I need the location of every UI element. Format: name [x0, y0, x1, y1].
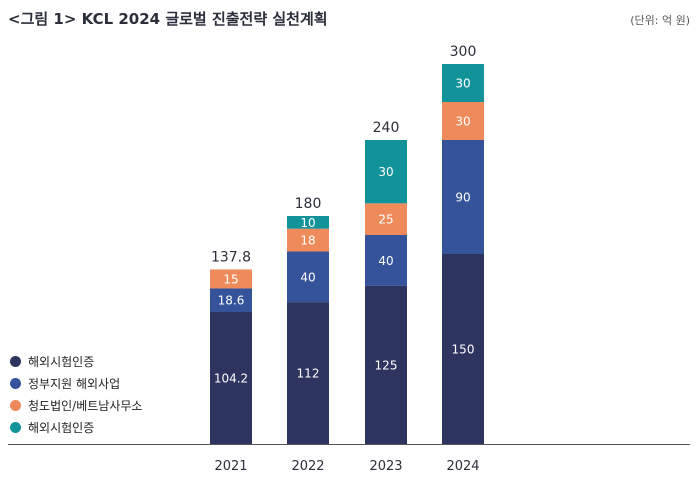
- bar-segment: [442, 64, 484, 102]
- bar-segment: [287, 251, 329, 303]
- bar-segment: [287, 302, 329, 444]
- x-tick-label: 2021: [214, 459, 247, 474]
- total-label: 240: [373, 120, 400, 136]
- bar-segment: [442, 140, 484, 254]
- bar-segment: [210, 312, 252, 444]
- legend-swatch: [10, 355, 21, 367]
- legend-label: 정부지원 해외사업: [28, 376, 121, 391]
- data-label: 18.6: [218, 294, 245, 308]
- legend-item: 정부지원 해외사업: [10, 372, 142, 394]
- bar-segment: [365, 203, 407, 235]
- x-tick-label: 2024: [446, 459, 479, 474]
- chart-title: <그림 1> KCL 2024 글로벌 진출전략 실천계획: [8, 10, 328, 28]
- data-label: 40: [378, 254, 393, 268]
- legend-swatch: [10, 377, 21, 389]
- bar-segment: [287, 216, 329, 229]
- data-label: 30: [455, 77, 470, 91]
- data-label: 112: [297, 367, 320, 381]
- data-label: 40: [300, 270, 315, 284]
- x-tick-label: 2022: [291, 459, 324, 474]
- data-label: 18: [300, 234, 315, 248]
- bar-segment: [442, 102, 484, 140]
- bar-segment: [210, 288, 252, 313]
- bar-segment: [365, 140, 407, 204]
- data-label: 30: [455, 115, 470, 129]
- legend-item: 청도법인/베트남사무소: [10, 394, 142, 416]
- legend-swatch: [10, 399, 21, 411]
- data-label: 125: [375, 358, 398, 372]
- bar-segment: [442, 254, 484, 444]
- data-label: 150: [452, 343, 475, 357]
- legend-label: 청도법인/베트남사무소: [28, 398, 143, 413]
- data-label: 104.2: [214, 372, 248, 386]
- data-label: 90: [455, 191, 470, 205]
- bar-segment: [287, 228, 329, 252]
- x-tick-label: 2023: [369, 459, 402, 474]
- bar-segment: [210, 269, 252, 289]
- bar-segment: [365, 285, 407, 444]
- unit-label: (단위: 억 원): [630, 14, 690, 27]
- total-label: 180: [295, 196, 322, 212]
- legend-item: 해외시험인증: [10, 416, 142, 438]
- legend-label: 해외시험인증: [28, 354, 95, 369]
- legend: 해외시험인증 정부지원 해외사업 청도법인/베트남사무소 해외시험인증: [10, 350, 142, 438]
- total-label: 300: [450, 44, 477, 60]
- data-label: 30: [378, 165, 393, 179]
- data-label: 10: [300, 216, 315, 230]
- legend-label: 해외시험인증: [28, 420, 95, 435]
- legend-item: 해외시험인증: [10, 350, 142, 372]
- data-label: 25: [378, 213, 393, 227]
- total-label: 137.8: [211, 249, 251, 265]
- data-label: 15: [223, 272, 238, 286]
- legend-swatch: [10, 421, 21, 433]
- bar-segment: [365, 235, 407, 286]
